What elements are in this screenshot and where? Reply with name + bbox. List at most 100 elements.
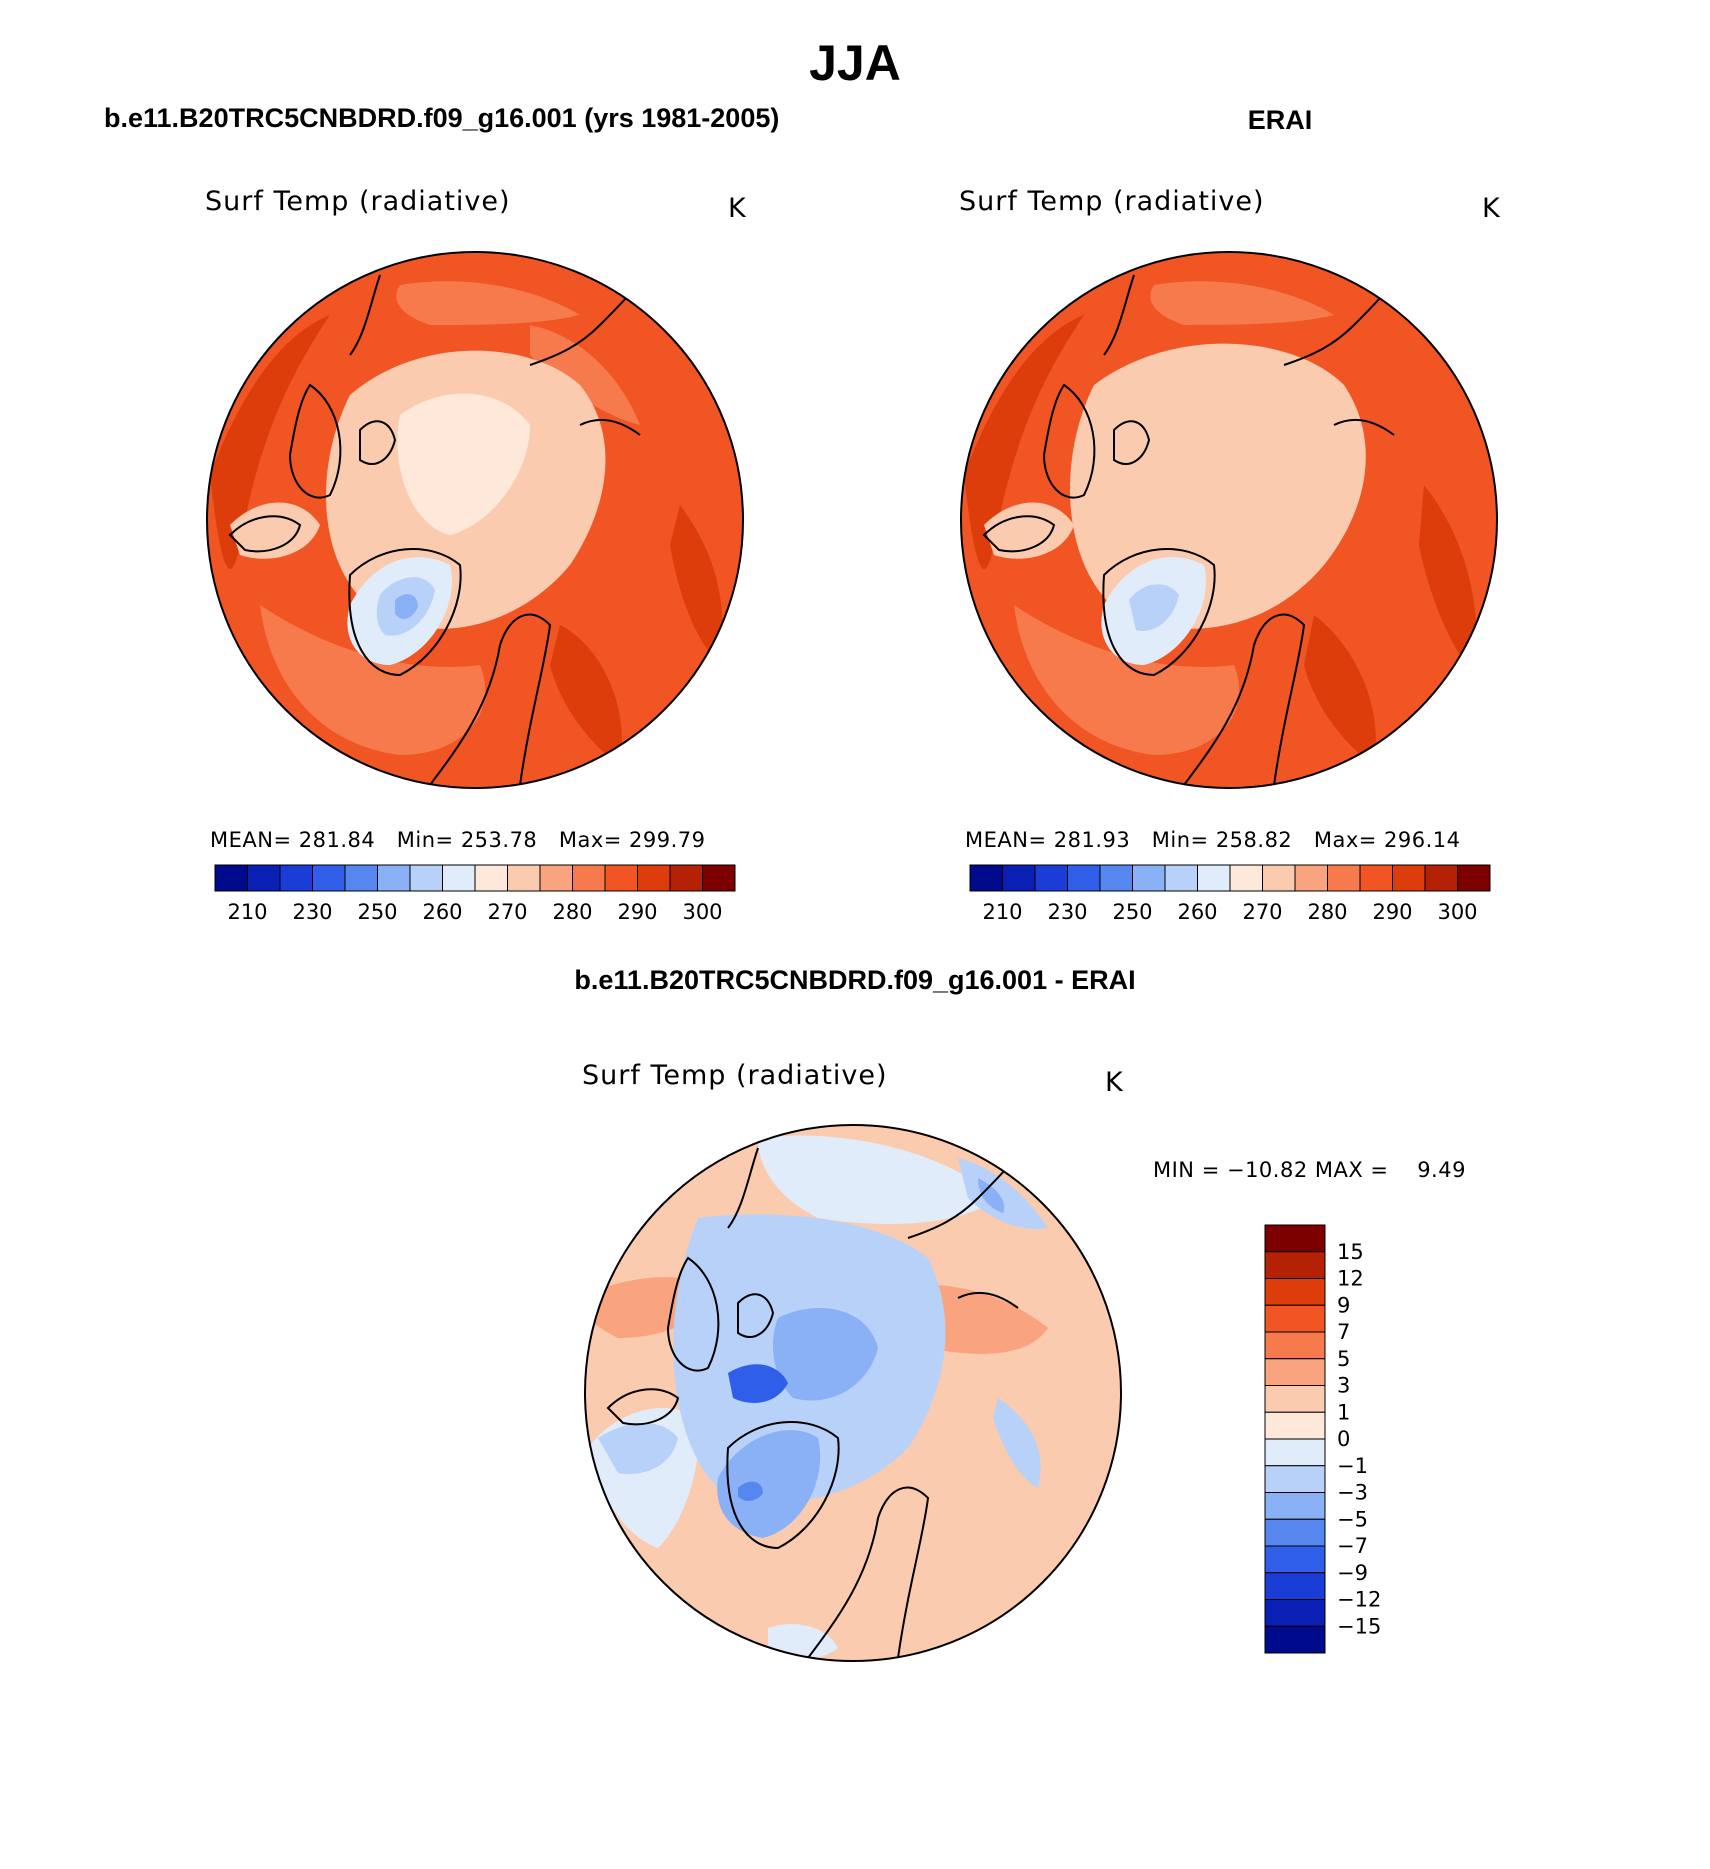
difference-colorbar-tick-label: −15 (1337, 1614, 1381, 1638)
difference-colorbar-tick-label: −5 (1337, 1507, 1368, 1531)
difference-colorbar-tick-label: 1 (1337, 1400, 1350, 1424)
model-colorbar-swatch (377, 864, 411, 892)
difference-colorbar-tick-label: 7 (1337, 1320, 1350, 1344)
obs-colorbar-swatch (1392, 864, 1426, 892)
difference-colorbar-tick-label: −1 (1337, 1454, 1368, 1478)
obs-colorbar-swatch (1099, 864, 1133, 892)
obs-colorbar-swatch (1327, 864, 1361, 892)
model-colorbar-tick-label: 300 (682, 900, 722, 924)
difference-colorbar-swatch (1264, 1438, 1326, 1467)
model-colorbar-tick-label: 270 (487, 900, 527, 924)
difference-colorbar-swatch (1264, 1304, 1326, 1333)
model-colorbar-swatch (442, 864, 476, 892)
model-colorbar-swatch (507, 864, 541, 892)
model-colorbar: 210 230 250 260 270 280 290 300 (214, 864, 736, 924)
difference-colorbar-swatch (1264, 1518, 1326, 1547)
obs-colorbar-tick-label: 260 (1177, 900, 1217, 924)
model-colorbar-swatch (474, 864, 508, 892)
difference-colorbar-swatch (1264, 1572, 1326, 1600)
obs-polar-map (960, 251, 1498, 789)
model-units-label: K (728, 193, 746, 224)
model-polar-map (206, 251, 744, 789)
difference-colorbar-swatch (1264, 1411, 1326, 1440)
model-colorbar-tick-label: 290 (617, 900, 657, 924)
difference-colorbar-swatch (1264, 1385, 1326, 1413)
obs-min-label: Min= (1151, 828, 1209, 852)
obs-colorbar-swatch (969, 864, 1003, 892)
difference-colorbar-swatch (1264, 1331, 1326, 1360)
obs-colorbar-tick-label: 300 (1437, 900, 1477, 924)
obs-units-label: K (1482, 193, 1500, 224)
model-stats: MEAN= 281.84 Min= 253.78 Max= 299.79 (210, 828, 706, 852)
difference-colorbar-tick-label: 15 (1337, 1240, 1364, 1264)
obs-colorbar-swatch (1424, 864, 1458, 892)
model-colorbar-swatch (214, 864, 248, 892)
difference-colorbar-swatch (1264, 1358, 1326, 1386)
obs-max-label: Max= (1313, 828, 1377, 852)
difference-colorbar-tick-label: −9 (1337, 1561, 1368, 1585)
model-colorbar-tick-label: 280 (552, 900, 592, 924)
obs-colorbar-swatch (1457, 864, 1491, 892)
difference-colorbar-tick-label: 5 (1337, 1347, 1350, 1371)
difference-colorbar-tick-label: −7 (1337, 1534, 1368, 1558)
model-colorbar-swatch (637, 864, 671, 892)
difference-colorbar: 15 129 7 5 31 0 −1 −3−5 −7 −9 −12−15 (1264, 1224, 1381, 1654)
difference-colorbar-swatch (1264, 1625, 1326, 1654)
model-mean-value: 281.84 (298, 828, 376, 852)
difference-units-label: K (1105, 1067, 1123, 1098)
difference-colorbar-tick-label: −3 (1337, 1481, 1368, 1505)
difference-colorbar-tick-label: 12 (1337, 1267, 1364, 1291)
obs-colorbar-tick-label: 230 (1047, 900, 1087, 924)
obs-colorbar-tick-label: 250 (1112, 900, 1152, 924)
obs-colorbar-tick-label: 280 (1307, 900, 1347, 924)
model-colorbar-swatch (604, 864, 638, 892)
obs-stats: MEAN= 281.93 Min= 258.82 Max= 296.14 (965, 828, 1461, 852)
model-colorbar-tick-label: 210 (227, 900, 267, 924)
model-colorbar-swatch (344, 864, 378, 892)
obs-colorbar-swatch (1229, 864, 1263, 892)
obs-colorbar-swatch (1067, 864, 1101, 892)
page-title: JJA (809, 35, 901, 91)
difference-colorbar-tick-label: 3 (1337, 1374, 1350, 1398)
difference-colorbar-tick-label: 9 (1337, 1293, 1350, 1317)
difference-polar-map (584, 1124, 1122, 1662)
obs-mean-value: 281.93 (1053, 828, 1131, 852)
obs-colorbar-tick-label: 270 (1242, 900, 1282, 924)
model-mean-label: MEAN= (210, 828, 292, 852)
model-colorbar-swatch (279, 864, 313, 892)
obs-colorbar-swatch (1197, 864, 1231, 892)
difference-colorbar-swatch (1264, 1599, 1326, 1627)
obs-colorbar-tick-label: 210 (982, 900, 1022, 924)
obs-variable-label: Surf Temp (radiative) (959, 186, 1265, 217)
obs-panel-title: ERAI (1247, 105, 1313, 135)
obs-colorbar-swatch (1164, 864, 1198, 892)
difference-colorbar-swatch (1264, 1492, 1326, 1520)
model-min-value: 253.78 (460, 828, 538, 852)
model-colorbar-tick-label: 260 (422, 900, 462, 924)
difference-colorbar-tick-label: 0 (1337, 1427, 1350, 1451)
model-colorbar-tick-label: 230 (292, 900, 332, 924)
model-colorbar-tick-label: 250 (357, 900, 397, 924)
obs-mean-label: MEAN= (965, 828, 1047, 852)
difference-colorbar-swatch (1264, 1465, 1326, 1493)
difference-colorbar-swatch (1264, 1278, 1326, 1306)
obs-colorbar-swatch (1002, 864, 1036, 892)
obs-colorbar-swatch (1132, 864, 1166, 892)
obs-colorbar-swatch (1294, 864, 1328, 892)
difference-colorbar-tick-label: −12 (1337, 1588, 1381, 1612)
model-max-value: 299.79 (629, 828, 706, 852)
obs-max-value: 296.14 (1384, 828, 1461, 852)
model-colorbar-swatch (669, 864, 703, 892)
difference-colorbar-swatch (1264, 1224, 1326, 1253)
obs-colorbar-tick-label: 290 (1372, 900, 1412, 924)
model-max-label: Max= (558, 828, 622, 852)
obs-colorbar: 210 230 250 260 270 280 290 300 (969, 864, 1491, 924)
model-variable-label: Surf Temp (radiative) (205, 186, 511, 217)
obs-colorbar-swatch (1359, 864, 1393, 892)
model-colorbar-swatch (702, 864, 736, 892)
difference-minmax: MIN = −10.82 MAX = 9.49 (1153, 1158, 1466, 1182)
obs-colorbar-swatch (1034, 864, 1068, 892)
model-colorbar-swatch (539, 864, 573, 892)
model-colorbar-swatch (409, 864, 443, 892)
model-colorbar-swatch (247, 864, 281, 892)
